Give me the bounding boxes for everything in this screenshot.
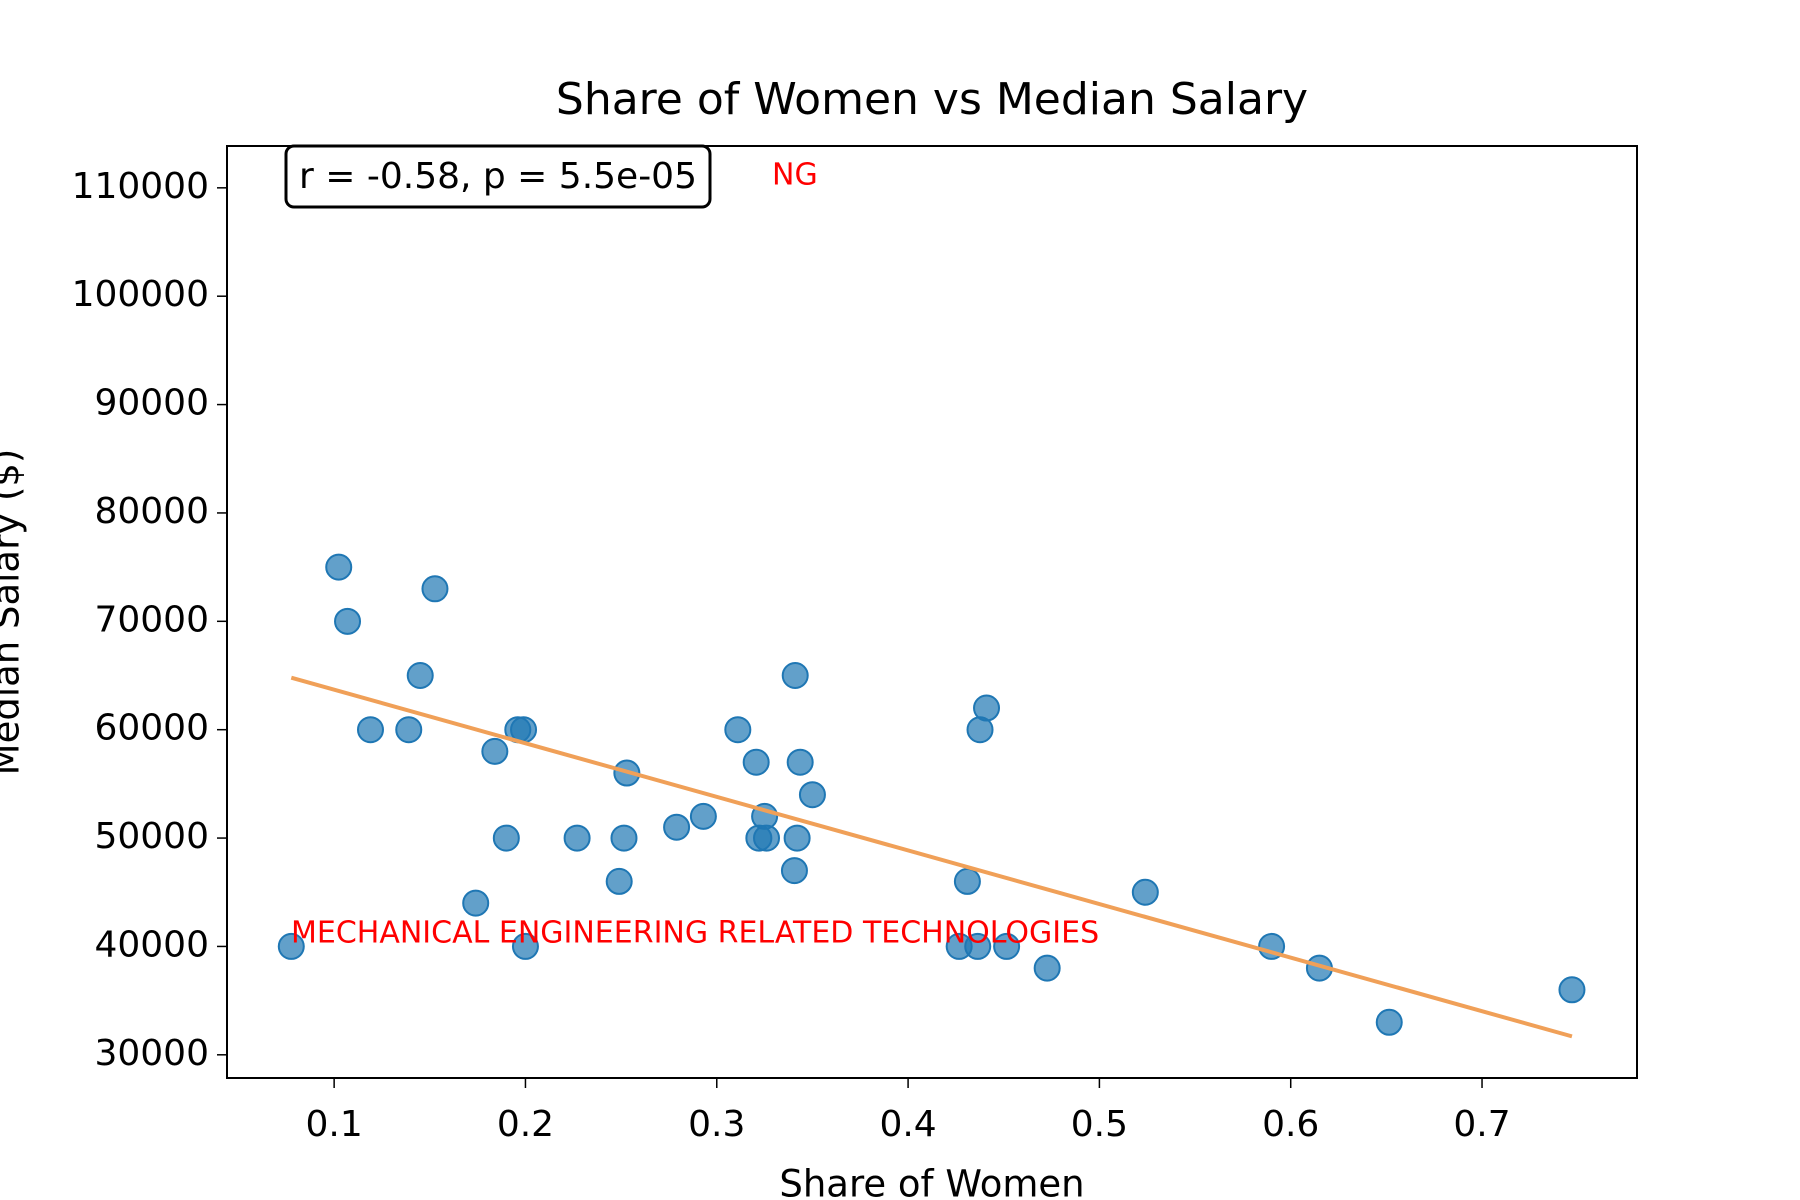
- point: [356, 716, 384, 744]
- point: [993, 932, 1021, 960]
- trend-line: [290, 675, 1573, 1039]
- y-tick-label: 60000: [94, 708, 209, 749]
- point: [511, 932, 539, 960]
- x-tick-label: 0.7: [1453, 1104, 1510, 1145]
- y-tick-label: 80000: [94, 491, 209, 532]
- stat-text: r = -0.58, p = 5.5e-05: [299, 156, 697, 197]
- x-tick-label: 0.2: [497, 1104, 554, 1145]
- point: [334, 607, 362, 635]
- point: [953, 867, 981, 895]
- point: [724, 716, 752, 744]
- point: [1375, 1008, 1403, 1036]
- x-tick-label: 0.3: [688, 1104, 745, 1145]
- y-tick-label: 50000: [94, 816, 209, 857]
- y-tick-label: 30000: [94, 1033, 209, 1074]
- point: [783, 824, 811, 852]
- point: [663, 813, 691, 841]
- point: [1033, 954, 1061, 982]
- point: [798, 781, 826, 809]
- y-tick-label: 100000: [72, 274, 209, 315]
- point: [1131, 878, 1159, 906]
- y-tick-label: 110000: [72, 166, 209, 207]
- x-tick-label: 0.4: [879, 1104, 936, 1145]
- plot-frame: [226, 145, 1638, 1079]
- y-tick-label: 40000: [94, 924, 209, 965]
- point: [395, 716, 423, 744]
- point: [325, 553, 353, 581]
- x-tick-label: 0.1: [306, 1104, 363, 1145]
- annotation: MECHANICAL ENGINEERING RELATED TECHNOLOG…: [291, 916, 1099, 951]
- point: [605, 867, 633, 895]
- point: [786, 748, 814, 776]
- x-tick-label: 0.5: [1071, 1104, 1128, 1145]
- x-tick-label: 0.6: [1262, 1104, 1319, 1145]
- point: [689, 802, 717, 830]
- point: [462, 889, 490, 917]
- annotation: NG: [772, 158, 818, 193]
- point: [406, 662, 434, 690]
- point: [1558, 976, 1586, 1004]
- point: [753, 824, 781, 852]
- point: [610, 824, 638, 852]
- point: [563, 824, 591, 852]
- point: [742, 748, 770, 776]
- point: [277, 932, 305, 960]
- point: [481, 737, 509, 765]
- y-tick-label: 90000: [94, 383, 209, 424]
- chart-title: Share of Women vs Median Salary: [556, 74, 1308, 125]
- point: [781, 662, 809, 690]
- point: [964, 932, 992, 960]
- point: [421, 575, 449, 603]
- point: [492, 824, 520, 852]
- y-tick-label: 70000: [94, 599, 209, 640]
- x-axis-label: Share of Women: [779, 1163, 1084, 1200]
- point: [973, 694, 1001, 722]
- point: [780, 857, 808, 885]
- y-axis-label: Median Salary ($): [0, 449, 28, 776]
